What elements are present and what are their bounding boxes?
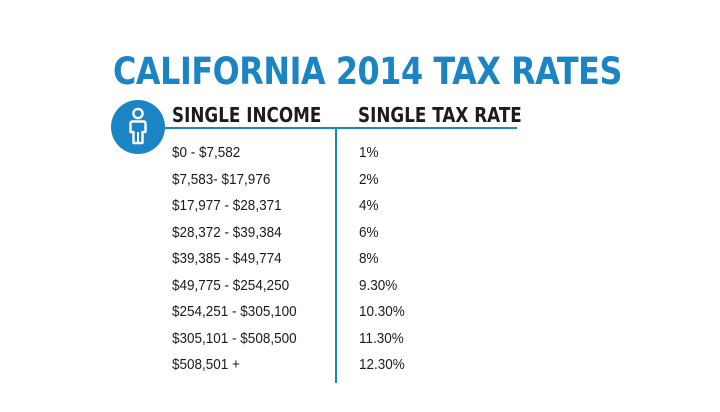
tax-rate: 8% [359, 250, 379, 267]
tax-rate: 11.30% [359, 329, 404, 347]
table-row: $305,101 - $508,500 11.30% [0, 328, 720, 355]
person-icon [111, 100, 165, 154]
tax-rate: 9.30% [359, 276, 398, 294]
tax-rate: 6% [359, 223, 379, 241]
table-row: $28,372 - $39,384 6% [0, 222, 720, 249]
table-row: $49,775 - $254,250 9.30% [0, 275, 720, 302]
income-bracket: $49,775 - $254,250 [172, 276, 290, 294]
column-divider [335, 128, 337, 383]
table-row: $39,385 - $49,774 8% [0, 248, 720, 275]
column-header-single-income: SINGLE INCOME [172, 103, 322, 127]
header-rule [165, 127, 517, 129]
table-row: $0 - $7,582 1% [0, 142, 720, 169]
income-bracket: $17,977 - $28,371 [172, 197, 282, 214]
tax-rate: 10.30% [359, 303, 405, 320]
person-icon-glyph [129, 107, 147, 145]
tax-rate: 4% [359, 197, 379, 214]
tax-rate-table: $0 - $7,582 1% $7,583- $17,976 2% $17,97… [0, 142, 720, 381]
income-bracket: $28,372 - $39,384 [172, 223, 282, 241]
table-row: $7,583- $17,976 2% [0, 169, 720, 196]
column-header-single-tax-rate: SINGLE TAX RATE [358, 103, 522, 127]
tax-rate: 12.30% [359, 356, 405, 373]
tax-rate: 1% [359, 144, 379, 161]
income-bracket: $39,385 - $49,774 [172, 250, 282, 267]
income-bracket: $305,101 - $508,500 [172, 329, 297, 347]
income-bracket: $7,583- $17,976 [172, 170, 271, 188]
income-bracket: $254,251 - $305,100 [172, 303, 297, 320]
table-row: $508,501 + 12.30% [0, 354, 720, 381]
table-row: $254,251 - $305,100 10.30% [0, 301, 720, 328]
page-title: CALIFORNIA 2014 TAX RATES [113, 50, 622, 93]
income-bracket: $0 - $7,582 [172, 144, 241, 161]
income-bracket: $508,501 + [172, 356, 240, 373]
table-row: $17,977 - $28,371 4% [0, 195, 720, 222]
tax-rate: 2% [359, 170, 379, 188]
